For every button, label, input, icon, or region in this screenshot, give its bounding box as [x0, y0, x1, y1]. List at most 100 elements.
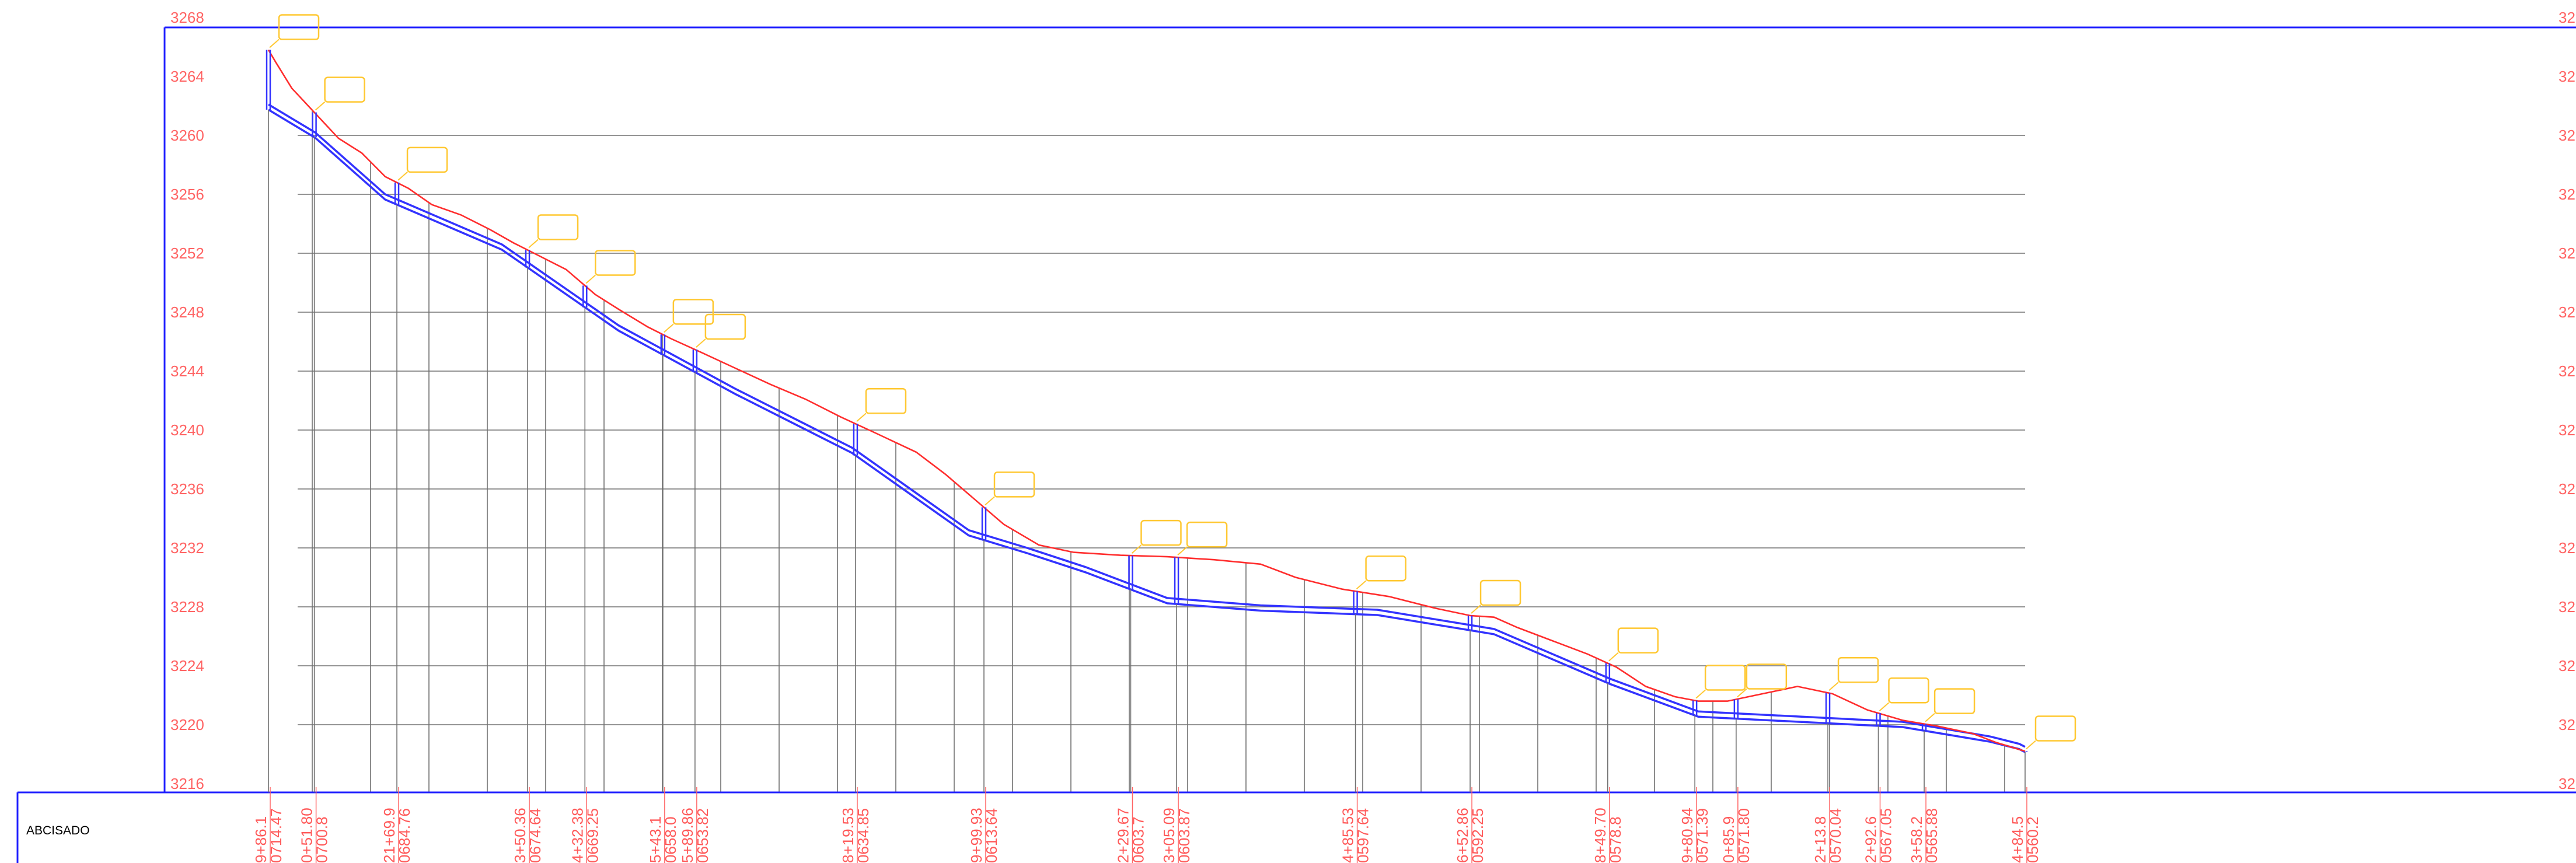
- elevation-label-right: 32: [2558, 244, 2575, 262]
- elevation-label-right: 32: [2558, 303, 2575, 321]
- terrain-line: [267, 49, 2026, 752]
- terrain-profile: [267, 49, 2026, 752]
- manhole-tag-leader: [1177, 546, 1188, 555]
- manhole-tag-box: [2034, 715, 2076, 742]
- elevation-label: 3268: [170, 9, 204, 26]
- manhole-tag-box: [1746, 663, 1788, 690]
- manhole-tag-box: [865, 388, 907, 414]
- manhole-tag-leader: [1879, 702, 1890, 711]
- manhole-tag-box: [278, 14, 320, 40]
- manhole-tag-leader: [1131, 544, 1142, 554]
- manhole-tag-box: [1479, 579, 1521, 606]
- station-chainage-label: 2+92.6: [1862, 816, 1880, 863]
- station-chainage-label: 0+51.80: [298, 808, 316, 863]
- station-chainage-label: 3+05.09: [1160, 808, 1178, 863]
- elevation-label-right: 32: [2558, 68, 2575, 85]
- elevation-label: 3260: [170, 127, 204, 144]
- station-chainage-label: 4+85.53: [1339, 808, 1357, 863]
- abcisado-row-label: ABCISADO: [26, 824, 90, 837]
- drawing-frame: [16, 26, 2576, 863]
- manhole-tag-leader: [269, 39, 280, 48]
- elevation-label-right: 32: [2558, 421, 2575, 439]
- elevation-label-right: 32: [2558, 480, 2575, 498]
- manhole-tag-box: [993, 471, 1035, 498]
- station-chainage-label: 9+80.94: [1678, 808, 1696, 863]
- station-chainage-label: 9+99.93: [968, 808, 985, 863]
- elevation-label-right: 32: [2558, 598, 2575, 616]
- elevation-label: 3224: [170, 657, 204, 675]
- station-chainage-label: 2+13.8: [1811, 816, 1829, 863]
- manhole-tag-box: [406, 146, 448, 173]
- station-chainage-label: 5+89.86: [679, 808, 696, 863]
- elevation-label: 3256: [170, 186, 204, 203]
- manhole-tag-leader: [315, 101, 326, 111]
- manhole-tag-leader: [696, 338, 706, 348]
- grid: [298, 110, 2025, 792]
- station-chainage-label: 8+49.70: [1591, 808, 1609, 863]
- elevation-label-right: 32: [2558, 127, 2575, 144]
- manhole-tag-box: [1888, 677, 1929, 704]
- manhole-tag-leader: [1356, 580, 1367, 590]
- manhole-tag-box: [1365, 555, 1406, 582]
- elevation-label: 3228: [170, 598, 204, 616]
- station-chainage-label: 4+84.5: [2009, 816, 2026, 863]
- elevation-label-right: 32: [2558, 539, 2575, 557]
- manhole-tag-box: [1140, 519, 1182, 546]
- elevation-label-right: 32: [2558, 657, 2575, 675]
- elevation-label-right: 32: [2558, 362, 2575, 380]
- manhole-tag-box: [1837, 657, 1879, 683]
- elevation-label: 3240: [170, 421, 204, 439]
- manhole-tag-box: [537, 214, 579, 240]
- manhole-tag-leader: [2026, 740, 2036, 750]
- station-chainage-label: 3+50.36: [511, 808, 529, 863]
- manhole-tag-box: [672, 299, 714, 325]
- manhole-tag-leader: [985, 496, 995, 506]
- manhole-tag-leader: [1608, 652, 1619, 662]
- pipe-crown-line: [268, 103, 2026, 748]
- elevation-label: 3232: [170, 539, 204, 557]
- manhole-tag-box: [1186, 521, 1228, 548]
- structure-markers: [266, 14, 2076, 792]
- station-chainage-label: 3+58.2: [1908, 816, 1925, 863]
- manhole-tag-leader: [1695, 689, 1706, 699]
- elevation-label: 3236: [170, 480, 204, 498]
- station-chainage-label: 8+19.53: [839, 808, 857, 863]
- manhole-tag-box: [704, 313, 746, 340]
- manhole-tag-box: [595, 250, 636, 276]
- station-chainage-label: 6+52.86: [1454, 808, 1471, 863]
- manhole-tag-box: [1617, 627, 1659, 654]
- manhole-tag-box: [324, 76, 365, 103]
- manhole-tag-leader: [397, 172, 408, 181]
- elevation-label: 3220: [170, 716, 204, 733]
- elevation-label: 3244: [170, 362, 204, 380]
- station-chainage-label: 4+32.38: [568, 808, 586, 863]
- manhole-tag-leader: [585, 274, 596, 284]
- elevation-label: 3216: [170, 775, 204, 792]
- elevation-label-right: 32: [2558, 9, 2575, 26]
- manhole-tag-leader: [1471, 605, 1481, 614]
- pipe-profile: [268, 103, 2026, 753]
- elevation-label-right: 32: [2558, 186, 2575, 203]
- manhole-tag-box: [1933, 688, 1975, 714]
